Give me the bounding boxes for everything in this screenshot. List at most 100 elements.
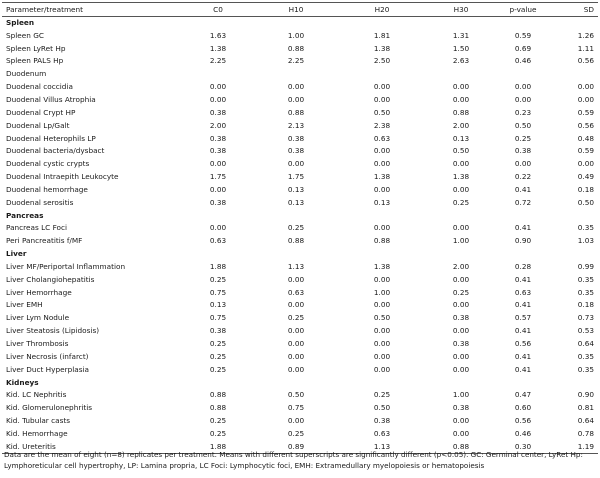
header-row: Parameter/treatment C0 H10 H20 H30 p-val… (2, 2, 598, 17)
cell-h10: 0.38 (287, 133, 305, 143)
cell-h10: 2.13 (287, 120, 305, 130)
cell-p-value: 0.41 (514, 300, 532, 310)
cell-sd: 0.56 (577, 56, 594, 66)
row-parameter: Duodenum (6, 69, 47, 79)
row-parameter: Duodenal Heterophils LP (6, 133, 96, 143)
cell-h30: 1.31 (452, 30, 470, 40)
cell-h10: 0.88 (287, 43, 305, 53)
cell-c0: 0.25 (209, 274, 227, 284)
cell-h30: 1.50 (452, 43, 470, 53)
section-row: Liver (2, 248, 598, 261)
cell-h30: 0.38 (452, 339, 470, 349)
cell-sd: 0.35 (577, 274, 594, 284)
cell-h10: 0.25 (287, 223, 305, 233)
row-parameter: Liver Cholangiohepatitis (6, 274, 95, 284)
cell-c0: 0.00 (209, 159, 227, 169)
table-row: Liver MF/Periportal Inflammation 1.88 1.13… (2, 261, 598, 274)
row-parameter: Liver MF/Periportal Inflammation (6, 261, 126, 271)
cell-h30: 0.25 (452, 197, 470, 207)
cell-h30: 0.88 (424, 440, 498, 454)
cell-h10: 0.13 (287, 197, 305, 207)
cell-c0: 0.38 (209, 107, 227, 117)
cell-h20: 0.00 (373, 351, 391, 361)
cell-sd (548, 68, 598, 81)
cell-h10: 0.00 (287, 364, 305, 374)
row-parameter: Kid. LC Nephritis (6, 390, 67, 400)
cell-sd: 0.00 (577, 159, 594, 169)
cell-sd: 0.64 (577, 416, 594, 426)
table-row: Liver EMH 0.13 0.00 0.00 0.00 0.41 0.18 (2, 299, 598, 312)
cell-h20: 0.00 (373, 82, 391, 92)
cell-h10: 0.00 (287, 339, 305, 349)
cell-h20: 0.50 (373, 313, 391, 323)
cell-h10: 2.25 (287, 56, 305, 66)
header-c0: C0 (184, 2, 252, 17)
cell-sd: 0.35 (577, 287, 594, 297)
table-row: Liver Lym Nodule 0.75 0.25 0.50 0.38 0.57 0.73 (2, 312, 598, 325)
cell-h30: 2.00 (452, 261, 470, 271)
cell-p-value: 0.59 (514, 30, 532, 40)
row-parameter: Liver Hemorrhage (6, 287, 72, 297)
row-parameter: Liver Lym Nodule (6, 313, 70, 323)
cell-c0: 2.00 (209, 120, 227, 130)
cell-h30: 0.25 (452, 287, 470, 297)
cell-p-value: 0.00 (514, 159, 532, 169)
cell-p-value: 0.25 (514, 133, 532, 143)
table-row: Kid. LC Nephritis 0.88 0.50 0.25 1.00 0.47 0.9… (2, 389, 598, 402)
cell-h30 (424, 68, 498, 81)
cell-c0: 0.25 (209, 364, 227, 374)
cell-h20: 0.50 (373, 403, 391, 413)
cell-h20: 1.38 (373, 172, 391, 182)
row-parameter: Duodenal coccidia (6, 82, 73, 92)
cell-h20: 0.00 (373, 274, 391, 284)
cell-h20 (340, 68, 424, 81)
cell-c0: 0.63 (209, 236, 227, 246)
cell-sd: 0.18 (577, 184, 594, 194)
cell-sd: 0.59 (577, 107, 594, 117)
cell-sd: 0.18 (577, 300, 594, 310)
histopathology-table: Parameter/treatment C0 H10 H20 H30 p-val… (2, 2, 598, 454)
cell-c0: 0.38 (209, 326, 227, 336)
cell-c0: 1.38 (209, 43, 227, 53)
header-h30: H30 (424, 2, 498, 17)
cell-h20: 0.50 (373, 107, 391, 117)
cell-sd: 0.49 (577, 172, 594, 182)
cell-p-value: 0.38 (514, 146, 532, 156)
cell-p-value: 0.50 (514, 120, 532, 130)
table-body: Spleen Spleen GC 1.63 1.00 1.81 1.31 0.59 1.26 S… (2, 17, 598, 454)
cell-c0: 0.75 (209, 313, 227, 323)
table-row: Duodenal Heterophils LP 0.38 0.38 0.63 0.13 0… (2, 132, 598, 145)
cell-sd: 0.35 (577, 351, 594, 361)
cell-c0: 0.75 (209, 287, 227, 297)
cell-c0: 0.00 (209, 82, 227, 92)
cell-p-value: 0.30 (498, 440, 548, 454)
cell-c0: 0.88 (209, 390, 227, 400)
table-row: Liver Hemorrhage 0.75 0.63 1.00 0.25 0.63 0.35 (2, 286, 598, 299)
row-parameter: Liver Duct Hyperplasia (6, 364, 90, 374)
table-row: Duodenal Villus Atrophia 0.00 0.00 0.00 0.00… (2, 94, 598, 107)
cell-h30: 0.00 (452, 351, 470, 361)
cell-h10: 0.25 (287, 313, 305, 323)
row-parameter: Duodenal cystic crypts (6, 159, 90, 169)
cell-p-value: 0.69 (514, 43, 532, 53)
cell-h30: 0.38 (452, 313, 470, 323)
cell-sd: 0.56 (577, 120, 594, 130)
header-parameter: Parameter/treatment (2, 2, 184, 17)
section-row: Kidneys (2, 376, 598, 389)
table-row: Liver Steatosis (Lipidosis) 0.38 0.00 0.00 0… (2, 325, 598, 338)
cell-p-value: 0.41 (514, 223, 532, 233)
cell-c0: 0.25 (209, 416, 227, 426)
row-parameter: Duodenal hemorrhage (6, 184, 88, 194)
row-parameter: Duodenal Intraepith Leukocyte (6, 172, 119, 182)
cell-c0: 0.25 (209, 339, 227, 349)
cell-sd: 1.11 (577, 43, 594, 53)
cell-h30: 2.63 (452, 56, 470, 66)
cell-c0: 1.88 (184, 440, 252, 454)
cell-h20: 0.13 (373, 197, 391, 207)
cell-h30: 0.38 (452, 403, 470, 413)
row-parameter: Kid. Glomerulonephritis (6, 403, 93, 413)
section-heading: Liver (6, 249, 27, 259)
row-parameter: Spleen PALS Hp (6, 56, 64, 66)
cell-h10: 0.88 (287, 236, 305, 246)
cell-p-value: 0.63 (514, 287, 532, 297)
